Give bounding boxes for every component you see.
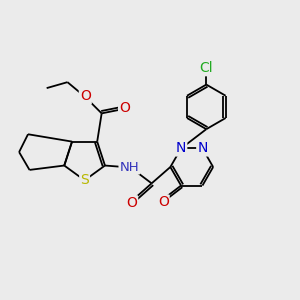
Text: S: S: [80, 173, 89, 187]
Text: O: O: [158, 196, 169, 209]
Text: O: O: [80, 89, 91, 103]
Text: O: O: [119, 101, 130, 115]
Text: N: N: [176, 142, 186, 155]
Text: Cl: Cl: [200, 61, 213, 75]
Text: N: N: [197, 142, 208, 155]
Text: NH: NH: [119, 160, 139, 173]
Text: O: O: [126, 196, 137, 210]
